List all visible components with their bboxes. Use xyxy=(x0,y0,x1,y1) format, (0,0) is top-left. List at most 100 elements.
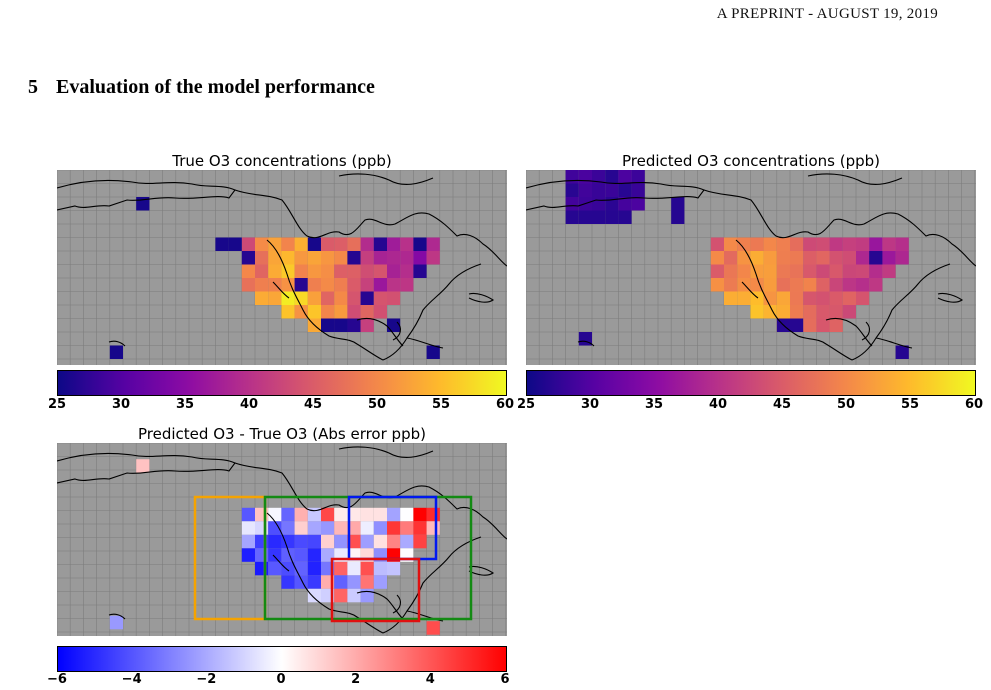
pred-map-cell xyxy=(776,251,790,265)
true-map-cell xyxy=(321,264,335,278)
true-o3-title: True O3 concentrations (ppb) xyxy=(172,152,392,170)
true-map-cell xyxy=(373,264,387,278)
true-map-cell xyxy=(373,305,387,319)
error-map-cell xyxy=(307,548,321,562)
error-map-coastline xyxy=(57,452,236,484)
true-colorbar-tick-label: 45 xyxy=(303,397,323,412)
error-colorbar-tick-label: −4 xyxy=(121,672,142,687)
pred-o3-title: Predicted O3 concentrations (ppb) xyxy=(621,152,881,170)
running-header: A PREPRINT - AUGUST 19, 2019 xyxy=(716,6,938,22)
true-map-cell xyxy=(215,237,229,251)
error-map-coastline xyxy=(392,594,402,614)
pred-map-coastline xyxy=(937,292,963,303)
pred-map-cell xyxy=(763,237,777,251)
error-map-cell xyxy=(413,534,427,549)
true-map-cell xyxy=(321,291,335,305)
pred-map-cell xyxy=(592,183,606,197)
pred-map-cell xyxy=(776,264,790,278)
pred-map-cell xyxy=(790,264,804,278)
true-map-cell xyxy=(268,251,282,265)
true-map-cell xyxy=(255,237,269,251)
true-map-cell xyxy=(360,251,374,265)
true-map-coastline xyxy=(338,173,434,186)
pred-map-cell xyxy=(869,264,883,278)
true-map-cell xyxy=(347,305,361,319)
error-map-cell xyxy=(294,561,308,576)
pred-map-cell xyxy=(816,318,830,332)
error-map-cell xyxy=(294,507,308,522)
true-map-coastline xyxy=(272,281,290,299)
pred-map-cell xyxy=(869,237,883,251)
pred-map-cell xyxy=(565,170,579,184)
true-map-cell xyxy=(347,318,361,332)
pred-map-cell xyxy=(710,264,724,278)
error-map-cell xyxy=(400,521,414,535)
true-map-cell xyxy=(360,291,374,305)
pred-map-cell xyxy=(592,210,606,224)
true-colorbar-tick-label: 25 xyxy=(47,397,67,412)
pred-map-cell xyxy=(803,237,817,251)
true-map-cell xyxy=(241,264,255,278)
error-map-cell xyxy=(347,588,361,603)
pred-map-cell xyxy=(856,278,870,292)
pred-map-cell xyxy=(856,291,870,305)
true-map-cell xyxy=(334,291,348,305)
pred-map-cell xyxy=(578,210,592,224)
error-map-cell xyxy=(347,521,361,535)
pred-map-cell xyxy=(724,237,738,251)
true-map-cell xyxy=(347,237,361,251)
pred-map-coastline xyxy=(703,189,976,267)
pred-map-cell xyxy=(882,237,896,251)
true-map-cell xyxy=(387,251,401,265)
error-map-cell xyxy=(268,521,282,535)
error-map-cell xyxy=(281,521,295,535)
true-map-cell xyxy=(307,251,321,265)
true-map-cell xyxy=(307,278,321,292)
pred-map-cell xyxy=(763,291,777,305)
error-map-cell xyxy=(321,534,335,549)
pred-map-cell xyxy=(816,251,830,265)
error-map-cell xyxy=(241,548,255,562)
error-map-cell xyxy=(268,534,282,549)
true-map-cell xyxy=(360,305,374,319)
pred-colorbar-tick-label: 50 xyxy=(836,397,856,412)
pred-map-cell xyxy=(565,210,579,224)
error-map-cell xyxy=(136,459,150,473)
error-map-coastline xyxy=(406,610,444,622)
true-map-cell xyxy=(373,237,387,251)
true-map-cell xyxy=(321,251,335,265)
true-map-cell xyxy=(347,264,361,278)
true-map-cell xyxy=(268,264,282,278)
pred-map-cell xyxy=(829,305,843,319)
pred-map-cell xyxy=(618,183,632,197)
pred-map-cell xyxy=(724,291,738,305)
true-map-cell xyxy=(307,237,321,251)
pred-map-cell xyxy=(842,237,856,251)
pred-map-cell xyxy=(618,197,632,211)
true-map-cell xyxy=(360,237,374,251)
pred-map-cell xyxy=(618,210,632,224)
error-map-cell xyxy=(268,507,282,522)
true-map-cell xyxy=(321,278,335,292)
pred-map-coastline xyxy=(577,340,595,347)
pred-map-coastline xyxy=(825,317,873,347)
error-map-cell xyxy=(268,548,282,562)
error-map-cell xyxy=(347,575,361,589)
pred-map-cell xyxy=(842,278,856,292)
error-map-cell xyxy=(307,588,321,603)
true-map-cell xyxy=(241,278,255,292)
error-map-cell xyxy=(281,561,295,576)
error-colorbar-tick-label: 6 xyxy=(500,672,510,687)
pred-map-coastline xyxy=(861,321,871,341)
pred-map-cell xyxy=(592,170,606,184)
pred-map-cell xyxy=(790,237,804,251)
true-map-cell xyxy=(255,291,269,305)
pred-map-cell xyxy=(565,183,579,197)
true-o3-map xyxy=(57,170,507,365)
error-map-cell xyxy=(400,534,414,549)
true-map-cell xyxy=(347,251,361,265)
pred-map-cell xyxy=(882,251,896,265)
error-map-cell xyxy=(294,534,308,549)
pred-map-cell xyxy=(750,237,764,251)
true-map-cell xyxy=(334,278,348,292)
